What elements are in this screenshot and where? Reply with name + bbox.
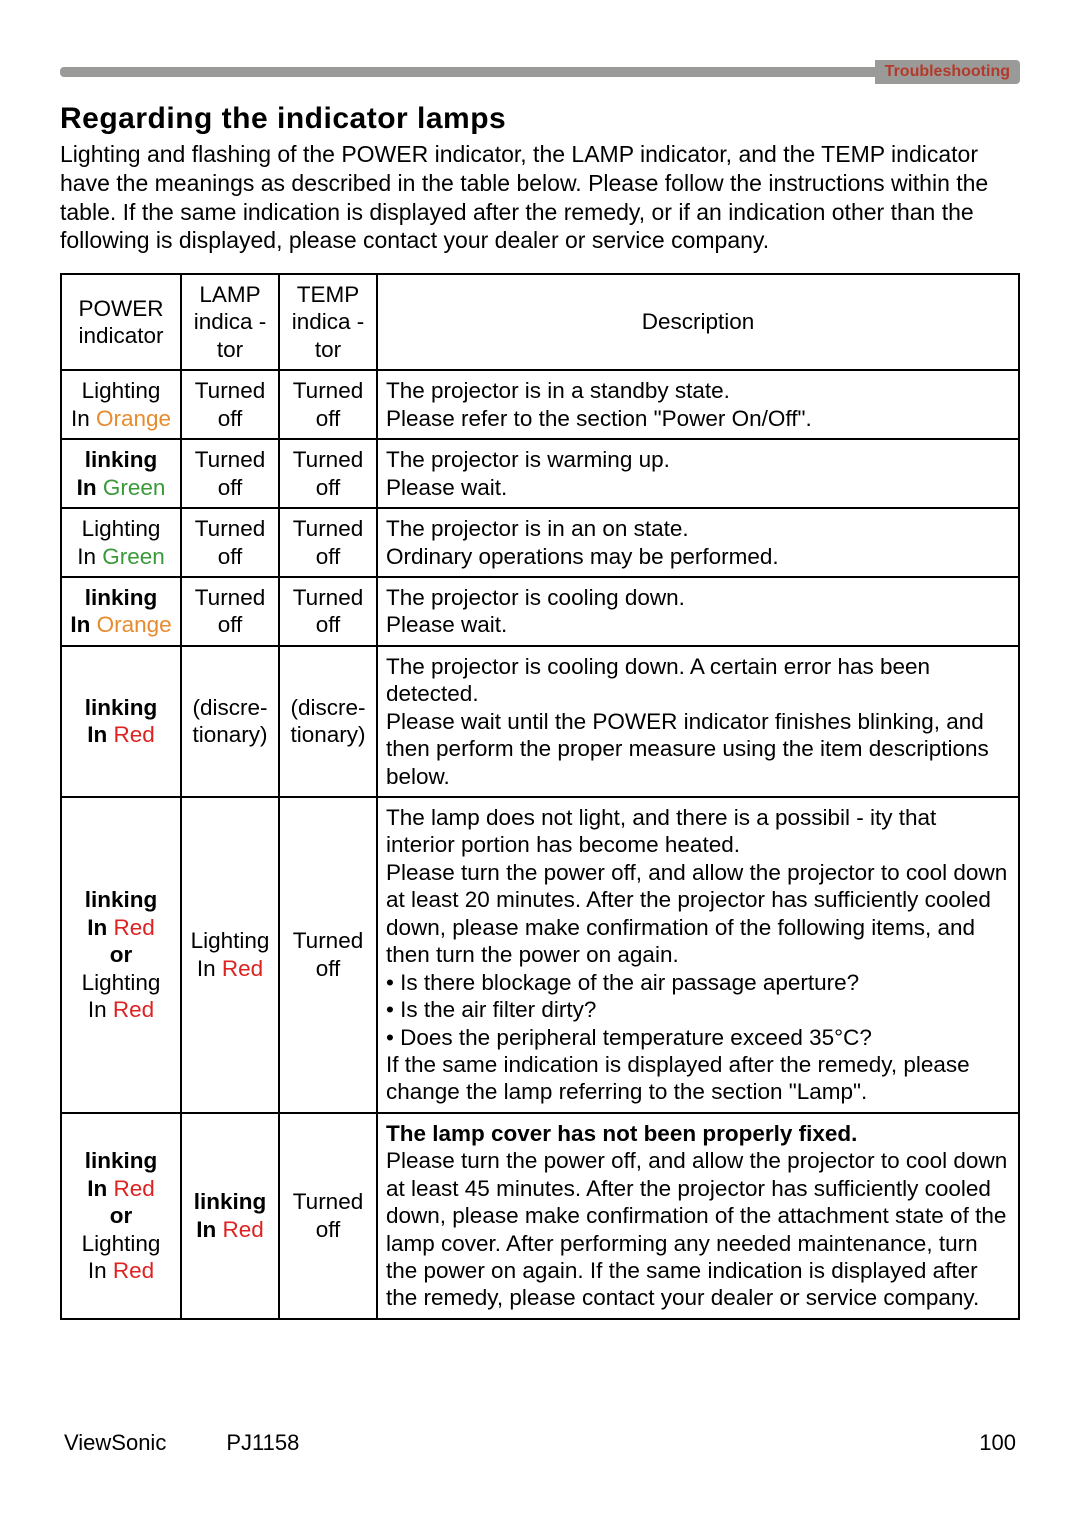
table-row: LightingIn GreenTurned offTurned offThe …: [61, 508, 1019, 577]
cell-description: The projector is warming up.Please wait.: [377, 439, 1019, 508]
header-bar: Troubleshooting: [60, 60, 1020, 84]
footer-page: 100: [979, 1430, 1016, 1456]
cell-temp: Turned off: [279, 439, 377, 508]
table-row: linkingIn RedorLightingIn RedlinkingIn R…: [61, 1113, 1019, 1319]
cell-lamp: LightingIn Red: [181, 797, 279, 1113]
table-header-row: POWER indicator LAMP indica - tor TEMP i…: [61, 274, 1019, 370]
table-row: linkingIn RedorLightingIn RedLightingIn …: [61, 797, 1019, 1113]
indicator-table: POWER indicator LAMP indica - tor TEMP i…: [60, 273, 1020, 1320]
cell-lamp: linkingIn Red: [181, 1113, 279, 1319]
cell-lamp: Turned off: [181, 370, 279, 439]
breadcrumb: Troubleshooting: [875, 60, 1020, 84]
table-row: linkingIn OrangeTurned offTurned offThe …: [61, 577, 1019, 646]
cell-description: The projector is in an on state.Ordinary…: [377, 508, 1019, 577]
cell-lamp: Turned off: [181, 439, 279, 508]
intro-paragraph: Lighting and flashing of the POWER indic…: [60, 140, 1020, 255]
table-row: linkingIn Red(discre-tionary)(discre-tio…: [61, 646, 1019, 797]
cell-power: linkingIn Green: [61, 439, 181, 508]
col-power: POWER indicator: [61, 274, 181, 370]
cell-temp: Turned off: [279, 1113, 377, 1319]
cell-temp: Turned off: [279, 577, 377, 646]
cell-power: LightingIn Orange: [61, 370, 181, 439]
page-title: Regarding the indicator lamps: [60, 102, 1020, 136]
page: Troubleshooting Regarding the indicator …: [0, 0, 1080, 1496]
cell-power: linkingIn Orange: [61, 577, 181, 646]
cell-power: LightingIn Green: [61, 508, 181, 577]
footer: ViewSonic PJ1158 100: [60, 1430, 1020, 1456]
cell-description: The projector is cooling down. A certain…: [377, 646, 1019, 797]
footer-model: PJ1158: [226, 1430, 299, 1456]
col-temp: TEMP indica - tor: [279, 274, 377, 370]
cell-lamp: (discre-tionary): [181, 646, 279, 797]
cell-power: linkingIn Red: [61, 646, 181, 797]
footer-brand: ViewSonic: [64, 1430, 166, 1456]
cell-power: linkingIn RedorLightingIn Red: [61, 1113, 181, 1319]
cell-temp: Turned off: [279, 508, 377, 577]
cell-power: linkingIn RedorLightingIn Red: [61, 797, 181, 1113]
cell-temp: (discre-tionary): [279, 646, 377, 797]
table-row: LightingIn OrangeTurned offTurned offThe…: [61, 370, 1019, 439]
col-lamp: LAMP indica - tor: [181, 274, 279, 370]
cell-description: The lamp cover has not been properly fix…: [377, 1113, 1019, 1319]
cell-lamp: Turned off: [181, 577, 279, 646]
cell-description: The projector is in a standby state.Plea…: [377, 370, 1019, 439]
col-desc: Description: [377, 274, 1019, 370]
header-bar-line: [60, 67, 875, 77]
cell-temp: Turned off: [279, 370, 377, 439]
table-row: linkingIn GreenTurned offTurned offThe p…: [61, 439, 1019, 508]
cell-description: The lamp does not light, and there is a …: [377, 797, 1019, 1113]
cell-temp: Turned off: [279, 797, 377, 1113]
cell-lamp: Turned off: [181, 508, 279, 577]
cell-description: The projector is cooling down.Please wai…: [377, 577, 1019, 646]
